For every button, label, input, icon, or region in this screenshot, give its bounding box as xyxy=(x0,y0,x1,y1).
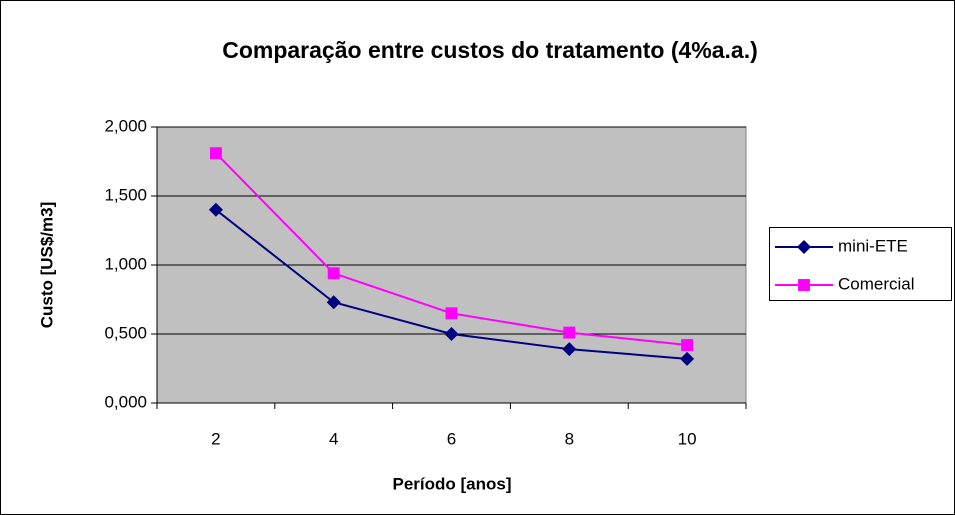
y-tick-label: 1,500 xyxy=(104,185,147,204)
y-axis-label: Custo [US$/m3] xyxy=(37,202,56,329)
legend-label: mini-ETE xyxy=(838,236,908,255)
x-tick-label: 8 xyxy=(565,429,574,448)
marker xyxy=(327,267,340,280)
marker xyxy=(444,327,459,341)
x-tick-label: 10 xyxy=(678,429,697,448)
marker xyxy=(208,202,223,217)
marker xyxy=(562,342,577,357)
y-tick-label: 2,000 xyxy=(104,116,147,135)
marker xyxy=(681,339,694,351)
y-tick-label: 0,500 xyxy=(104,323,147,342)
x-tick-label: 4 xyxy=(329,429,338,448)
marker xyxy=(563,326,576,339)
y-tick-label: 1,000 xyxy=(104,254,147,273)
marker xyxy=(797,240,811,254)
marker xyxy=(798,279,810,291)
marker xyxy=(209,147,222,160)
marker xyxy=(445,307,458,320)
x-axis-label: Período [anos] xyxy=(392,474,511,493)
chart-title: Comparação entre custos do tratamento (4… xyxy=(222,37,758,63)
marker xyxy=(326,295,341,310)
legend-label: Comercial xyxy=(838,274,915,293)
x-tick-label: 6 xyxy=(447,429,456,448)
y-tick-label: 0,000 xyxy=(104,392,147,411)
x-tick-label: 2 xyxy=(211,429,220,448)
marker xyxy=(680,351,695,366)
